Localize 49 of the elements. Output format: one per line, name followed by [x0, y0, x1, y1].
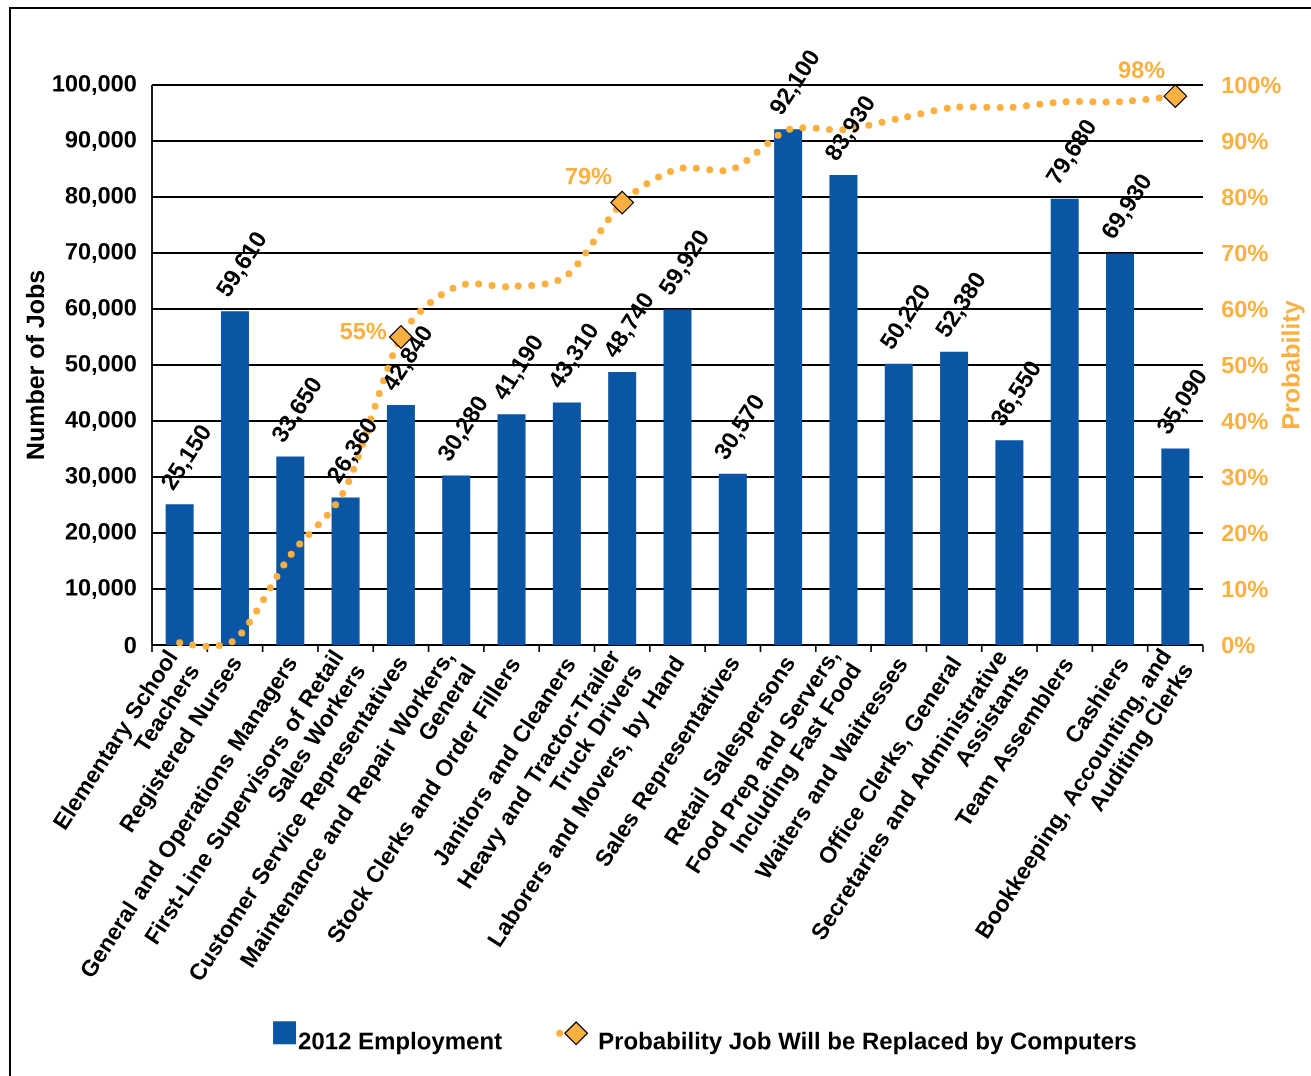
bar	[995, 440, 1024, 645]
bar	[386, 405, 415, 645]
y2-axis-title: Probability	[1281, 300, 1305, 428]
bar	[442, 475, 471, 645]
bar	[718, 473, 747, 645]
bar	[552, 402, 581, 645]
point	[1163, 84, 1188, 109]
legend-label: 2012 Employment	[298, 1031, 502, 1055]
y2-tick-label: 70%	[1222, 244, 1268, 262]
y-tick-label: 90,000	[65, 130, 136, 152]
y2-tick-label: 60%	[1222, 300, 1268, 318]
bar	[940, 351, 969, 645]
bar	[1106, 253, 1135, 645]
bar	[276, 456, 305, 645]
bar	[884, 363, 913, 645]
data-label: 98%	[1118, 61, 1165, 78]
y-tick-label: 50,000	[65, 354, 136, 376]
y-tick-label: 10,000	[66, 578, 136, 600]
y-tick-label: 20,000	[65, 522, 136, 544]
y-tick-label: 80,000	[65, 186, 136, 208]
data-label: 79%	[565, 167, 612, 185]
y-axis-title: Number of Jobs	[25, 270, 45, 459]
y2-tick-label: 50%	[1221, 356, 1268, 374]
y2-tick-label: 30%	[1221, 468, 1268, 486]
bar	[774, 129, 803, 645]
bar	[165, 504, 194, 645]
bar	[1050, 198, 1079, 645]
y-tick-label: 40,000	[65, 410, 136, 432]
data-label: 55%	[340, 322, 387, 340]
y2-tick-label: 0%	[1222, 636, 1255, 654]
y-tick-label: 60,000	[65, 298, 136, 320]
y2-tick-label: 100%	[1222, 76, 1281, 94]
legend-label: Probability Job Will be Replaced by Computers	[599, 1031, 1136, 1055]
y-tick-label: 30,000	[65, 466, 136, 488]
y2-tick-label: 90%	[1222, 132, 1268, 150]
bar	[331, 497, 360, 645]
y2-tick-label: 10%	[1222, 580, 1268, 598]
bar	[497, 414, 526, 645]
point	[610, 190, 635, 215]
y-tick-label: 70,000	[65, 242, 136, 264]
y2-tick-label: 40%	[1221, 412, 1268, 430]
bar	[829, 174, 858, 645]
y-tick-label: 100,000	[53, 74, 136, 96]
y2-tick-label: 80%	[1221, 188, 1268, 206]
bar	[663, 309, 692, 645]
bar	[220, 311, 249, 645]
bar	[1161, 448, 1190, 645]
bar	[608, 372, 637, 645]
y2-tick-label: 20%	[1222, 524, 1268, 542]
